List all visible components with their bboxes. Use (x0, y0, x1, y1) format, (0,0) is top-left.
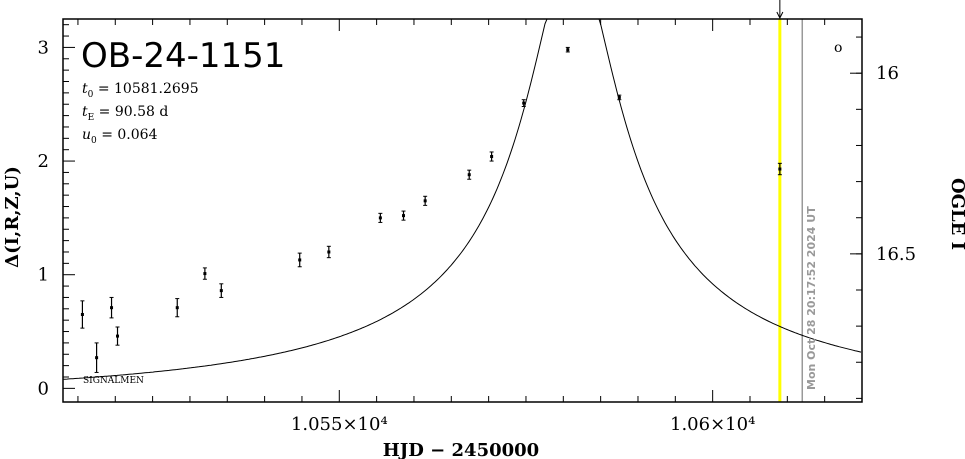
data-point (777, 162, 782, 176)
point-marker (522, 101, 526, 105)
point-marker (219, 289, 223, 293)
data-point (467, 169, 472, 180)
x-axis-title: HJD − 2450000 (383, 440, 539, 459)
fit-parameters: t0 = 10581.2695 tE = 90.58 d u0 = 0.064 (82, 81, 199, 146)
data-point (617, 94, 622, 101)
fit-parameter: t0 = 10581.2695 (82, 81, 199, 100)
data-point (521, 99, 526, 108)
data-point (423, 195, 428, 206)
data-point (326, 245, 331, 259)
point-marker (566, 48, 570, 52)
data-point (202, 267, 207, 280)
x-tick-label: 1.055×10⁴ (291, 414, 388, 435)
point-marker (490, 155, 494, 159)
point-marker (778, 167, 782, 171)
axis-ticks: 1.055×10⁴ 1.06×10⁴ 0 1 2 3 16 16.5 (38, 19, 916, 435)
point-marker (402, 214, 406, 218)
y-tick-label-left: 2 (38, 151, 49, 172)
point-marker (80, 312, 84, 316)
current-time-arrow-icon (776, 0, 784, 20)
data-point (109, 296, 114, 319)
data-point (115, 326, 120, 346)
fit-parameter: tE = 90.58 d (82, 104, 168, 123)
data-points (80, 46, 782, 373)
point-marker (110, 306, 114, 310)
data-point (175, 298, 180, 318)
data-point (297, 252, 302, 268)
data-point (94, 342, 99, 373)
signalmen-label: SIGNALMEN (83, 376, 144, 386)
point-marker (378, 216, 382, 220)
point-marker (423, 199, 427, 203)
point-marker (298, 258, 302, 262)
data-point (378, 212, 383, 223)
point-marker (327, 250, 331, 254)
data-point (565, 46, 570, 53)
data-point (219, 283, 224, 298)
data-point (80, 300, 85, 329)
point-marker (203, 272, 207, 276)
model-curve (62, 18, 862, 380)
y-axis-title-right: OGLE I (947, 178, 965, 250)
point-marker (467, 173, 471, 177)
point-marker (95, 356, 99, 360)
y-tick-label-left: 3 (38, 37, 49, 58)
y-tick-label-left: 1 (38, 265, 49, 286)
point-marker (116, 334, 120, 338)
point-marker (175, 306, 179, 310)
data-point (489, 151, 494, 162)
plot-frame (62, 18, 863, 403)
point-marker (617, 95, 621, 99)
y-tick-label-right: 16.5 (876, 244, 916, 265)
y-tick-label-left: 0 (38, 378, 49, 399)
timestamp-label: Mon Oct 28 20:17:52 2024 UT (805, 206, 818, 390)
y-axis-title-left: Δ(I,R,Z,U) (2, 166, 23, 268)
x-tick-label: 1.06×10⁴ (670, 414, 755, 435)
open-circle-marker: o (834, 40, 842, 56)
data-point (401, 210, 406, 221)
event-title: OB-24-1151 (81, 36, 285, 76)
fit-parameter: u0 = 0.064 (82, 127, 158, 146)
y-tick-label-right: 16 (876, 63, 899, 84)
